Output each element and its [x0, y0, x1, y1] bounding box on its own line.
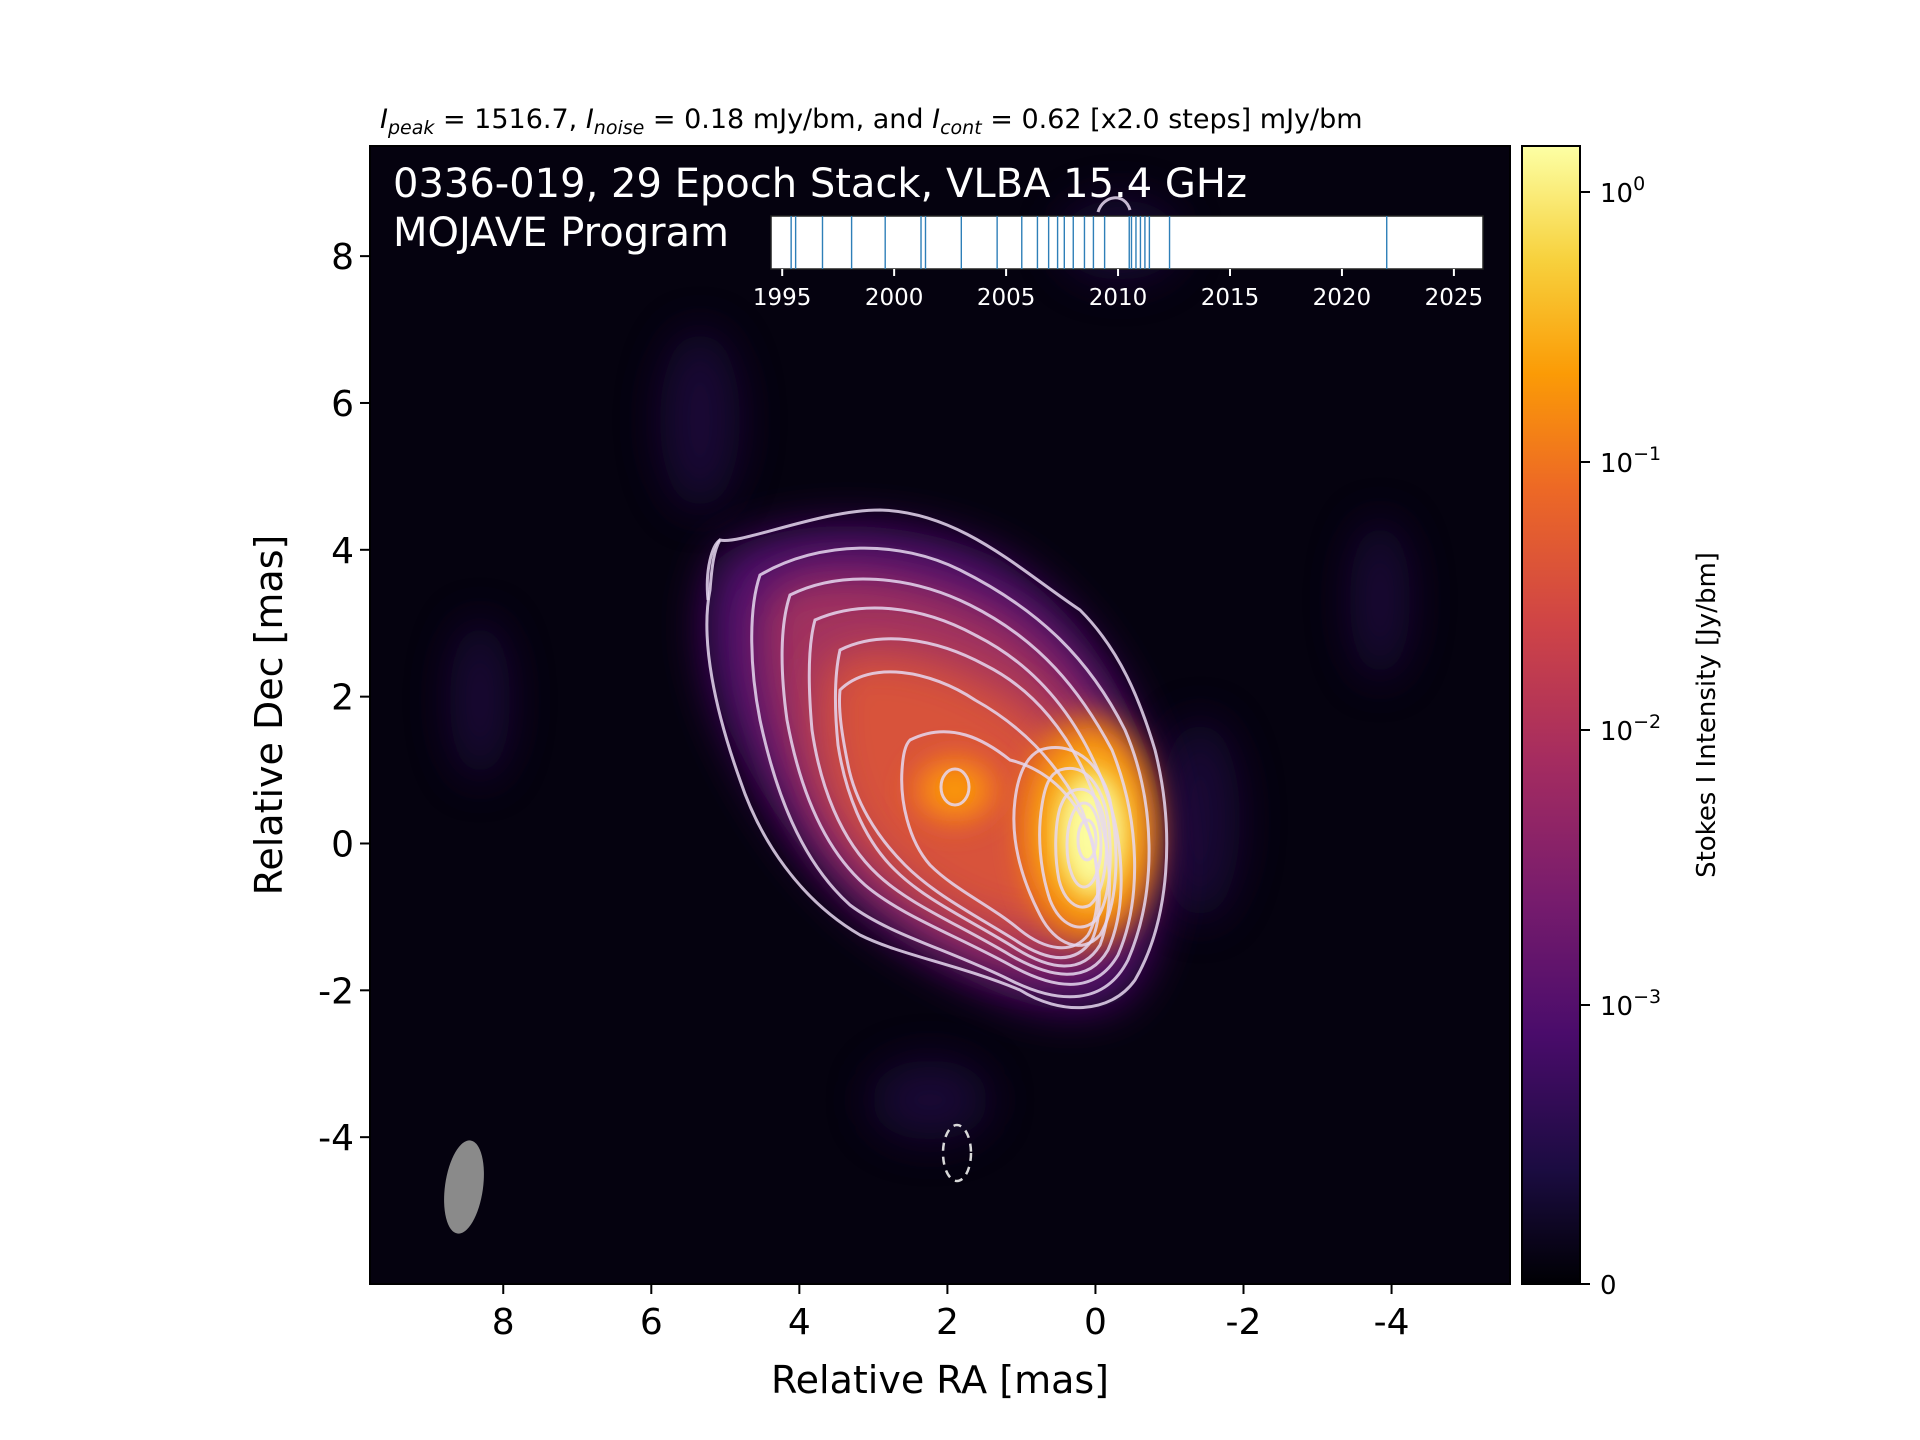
timeline-tick-label: 1995 — [753, 285, 812, 311]
y-tick-label: 0 — [331, 824, 354, 865]
timeline-tick-label: 2020 — [1313, 285, 1372, 311]
x-axis: 8 6 4 2 0 -2 -4 — [492, 1284, 1410, 1343]
contour-level-5 — [834, 637, 1111, 968]
x-tick-label: 4 — [788, 1302, 811, 1343]
contour-level-8 — [1012, 745, 1118, 947]
x-axis-label: Relative RA [mas] — [771, 1358, 1109, 1402]
x-tick-label: -4 — [1374, 1302, 1410, 1343]
timeline-box — [770, 215, 1484, 270]
x-tick-label: 0 — [1084, 1302, 1107, 1343]
y-tick-label: 6 — [331, 384, 354, 425]
contour-level-9 — [1038, 767, 1112, 929]
contour-outer-left-bump — [705, 538, 721, 601]
contour-level-1 — [705, 508, 1169, 1010]
contour-level-4 — [807, 606, 1123, 976]
timeline-tick-label: 2000 — [865, 285, 924, 311]
epoch-timeline: 1995 2000 2005 2010 2015 2020 2025 — [753, 215, 1484, 311]
contour-knot — [939, 767, 971, 807]
timeline-tick-label: 2005 — [977, 285, 1036, 311]
panel-title-line1: 0336-019, 29 Epoch Stack, VLBA 15.4 GHz — [393, 161, 1247, 207]
timeline-tick-label: 2025 — [1425, 285, 1484, 311]
contours — [705, 196, 1169, 1010]
contour-level-2 — [750, 546, 1151, 999]
colorbar-ticks: 0 10−3 10−2 10−1 100 — [1580, 173, 1661, 1301]
y-axis-label: Relative Dec [mas] — [247, 535, 291, 896]
x-tick-label: 8 — [492, 1302, 515, 1343]
y-tick-label: -2 — [318, 971, 354, 1012]
colorbar-gradient — [1521, 145, 1581, 1285]
plot-frame — [369, 145, 1511, 1285]
contour-top-blob — [1096, 196, 1132, 213]
timeline-tick-label: 2010 — [1089, 285, 1148, 311]
colorbar-tick-label: 10−2 — [1600, 711, 1661, 747]
intensity-summary-header: Ipeak = 1516.7, Inoise = 0.18 mJy/bm, an… — [380, 104, 1363, 139]
colorbar-tick-label: 0 — [1600, 1271, 1617, 1301]
colorbar-tick-label: 10−3 — [1600, 986, 1661, 1022]
plot-area — [370, 146, 1510, 1284]
colorbar-label: Stokes I Intensity [Jy/bm] — [1692, 552, 1722, 878]
colorbar-tick-label: 10−1 — [1600, 443, 1661, 479]
timeline-epochs — [790, 216, 1388, 269]
y-axis: 8 6 4 2 0 -2 -4 — [318, 237, 370, 1159]
timeline-ticks: 1995 2000 2005 2010 2015 2020 2025 — [753, 269, 1483, 311]
contour-level-3 — [780, 577, 1137, 986]
timeline-tick-label: 2015 — [1201, 285, 1260, 311]
contour-level-7 — [900, 730, 1100, 950]
colorbar-tick-label: 100 — [1600, 173, 1645, 209]
panel-title-line2: MOJAVE Program — [393, 210, 729, 256]
y-tick-label: 8 — [331, 237, 354, 278]
y-tick-label: 4 — [331, 531, 354, 572]
negative-contour — [941, 1123, 973, 1183]
x-tick-label: -2 — [1226, 1302, 1262, 1343]
x-tick-label: 2 — [936, 1302, 959, 1343]
contour-level-11 — [1065, 801, 1103, 889]
colorbar: 0 10−3 10−2 10−1 100 Stokes I Intensity [Jy/… — [1521, 145, 1722, 1301]
contour-level-6 — [838, 670, 1101, 960]
beam-ellipse — [444, 1140, 484, 1234]
x-tick-label: 6 — [640, 1302, 663, 1343]
y-tick-label: -4 — [318, 1118, 354, 1159]
contour-level-10 — [1054, 787, 1108, 909]
contour-level-12 — [1076, 818, 1098, 862]
y-tick-label: 2 — [331, 678, 354, 719]
